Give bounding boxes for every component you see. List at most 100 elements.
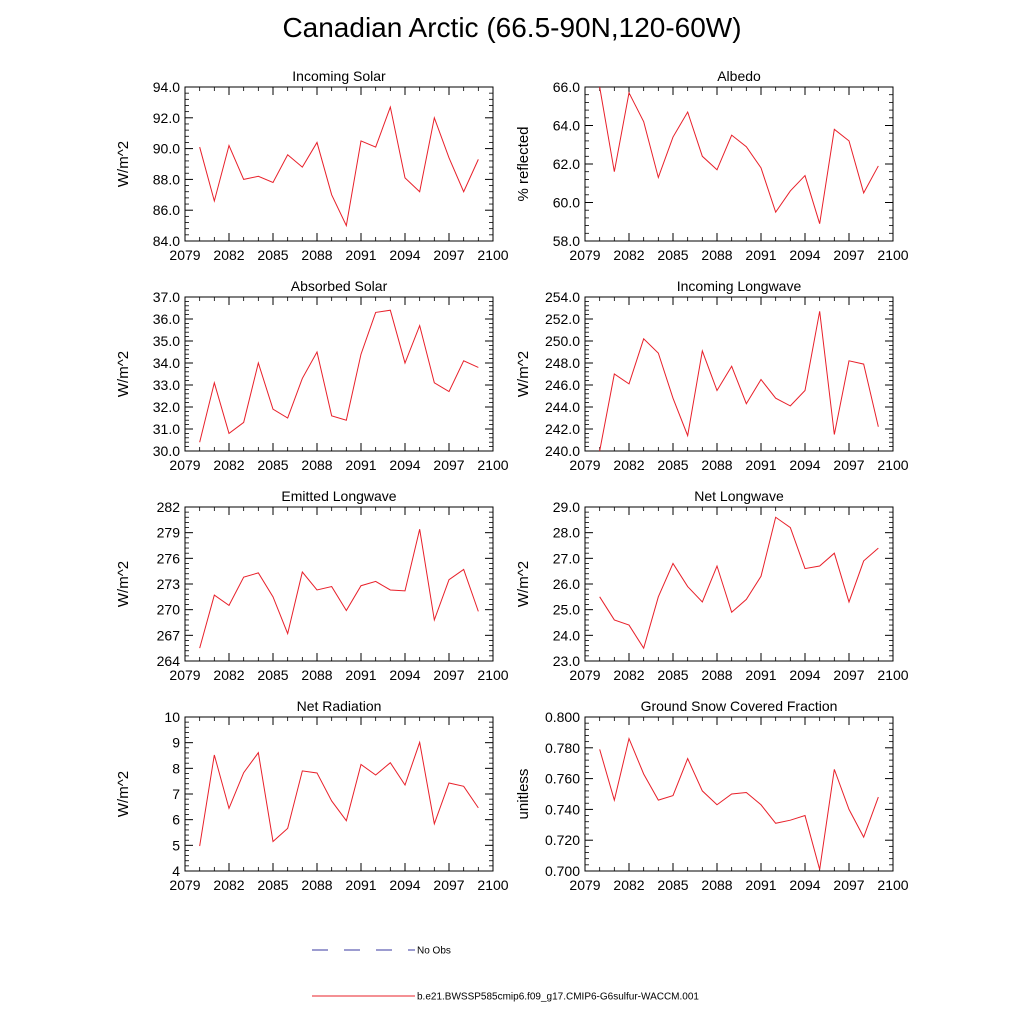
legend: No Obs b.e21.BWSSP585cmip6.f09_g17.CMIP6… — [312, 946, 699, 1003]
y-tick-label: 62.0 — [553, 156, 580, 172]
x-tick-label: 2094 — [389, 457, 420, 473]
x-tick-label: 2094 — [389, 667, 420, 683]
y-axis-label: W/m^2 — [115, 351, 132, 397]
y-tick-label: 250.0 — [545, 333, 580, 349]
x-tick-label: 2094 — [389, 877, 420, 893]
y-tick-label: 58.0 — [553, 233, 580, 249]
y-tick-label: 26.0 — [553, 576, 580, 592]
x-tick-label: 2079 — [569, 457, 600, 473]
x-tick-label: 2082 — [613, 247, 644, 263]
x-tick-label: 2091 — [345, 457, 376, 473]
x-tick-label: 2085 — [257, 457, 288, 473]
y-tick-label: 0.740 — [545, 801, 580, 817]
y-tick-label: 90.0 — [153, 141, 180, 157]
x-tick-label: 2088 — [701, 877, 732, 893]
x-tick-label: 2082 — [213, 667, 244, 683]
x-tick-label: 2082 — [213, 457, 244, 473]
x-tick-label: 2100 — [477, 667, 508, 683]
y-tick-label: 64.0 — [553, 118, 580, 134]
plot-frame — [184, 506, 494, 662]
x-tick-label: 2091 — [345, 877, 376, 893]
y-axis-label: W/m^2 — [515, 351, 532, 397]
x-tick-label: 2085 — [657, 667, 688, 683]
x-tick-label: 2100 — [477, 457, 508, 473]
y-tick-label: 92.0 — [153, 110, 180, 126]
y-tick-label: 29.0 — [553, 499, 580, 515]
x-tick-label: 2097 — [433, 457, 464, 473]
y-tick-label: 242.0 — [545, 421, 580, 437]
y-tick-label: 0.720 — [545, 832, 580, 848]
x-tick-label: 2079 — [569, 877, 600, 893]
plot-frame — [184, 296, 494, 452]
x-tick-label: 2100 — [877, 457, 908, 473]
y-tick-label: 252.0 — [545, 311, 580, 327]
x-tick-label: 2088 — [301, 247, 332, 263]
y-tick-label: 0.700 — [545, 863, 580, 879]
x-tick-label: 2097 — [433, 877, 464, 893]
x-tick-label: 2100 — [477, 247, 508, 263]
x-tick-label: 2100 — [877, 667, 908, 683]
x-tick-label: 2088 — [301, 877, 332, 893]
series-line — [599, 311, 879, 452]
x-tick-label: 2079 — [569, 667, 600, 683]
y-tick-label: 34.0 — [153, 355, 180, 371]
legend-model-label: b.e21.BWSSP585cmip6.f09_g17.CMIP6-G6sulf… — [417, 992, 699, 1003]
x-tick-label: 2088 — [301, 667, 332, 683]
y-tick-label: 84.0 — [153, 233, 180, 249]
y-tick-label: 267 — [157, 627, 181, 643]
plot-frame — [584, 86, 894, 242]
x-tick-label: 2097 — [833, 247, 864, 263]
x-tick-label: 2082 — [613, 877, 644, 893]
y-tick-label: 37.0 — [153, 289, 180, 305]
y-tick-label: 240.0 — [545, 443, 580, 459]
plot-frame — [584, 506, 894, 662]
y-tick-label: 5 — [172, 837, 180, 853]
y-tick-label: 0.780 — [545, 740, 580, 756]
x-tick-label: 2085 — [257, 247, 288, 263]
x-tick-label: 2097 — [433, 247, 464, 263]
x-tick-label: 2097 — [833, 457, 864, 473]
y-tick-label: 273 — [157, 576, 181, 592]
plot-frame — [184, 86, 494, 242]
panel-3: Absorbed Solar W/m^2 2079 2082 2085 2088 2091 2… — [115, 278, 509, 473]
x-tick-label: 2097 — [833, 877, 864, 893]
x-tick-label: 2079 — [569, 247, 600, 263]
panel-5: Emitted Longwave W/m^2 2079 2082 2085 2088 209… — [115, 488, 509, 683]
y-tick-label: 88.0 — [153, 171, 180, 187]
y-tick-label: 0.800 — [545, 709, 580, 725]
legend-obs-label: No Obs — [417, 946, 451, 957]
x-tick-label: 2100 — [877, 877, 908, 893]
series-line — [199, 740, 479, 847]
y-tick-label: 60.0 — [553, 195, 580, 211]
y-tick-label: 31.0 — [153, 421, 180, 437]
x-tick-label: 2085 — [657, 247, 688, 263]
x-tick-label: 2094 — [789, 457, 820, 473]
y-axis-label: W/m^2 — [115, 561, 132, 607]
panel-title: Net Longwave — [694, 488, 784, 504]
y-tick-label: 30.0 — [153, 443, 180, 459]
x-tick-label: 2088 — [701, 247, 732, 263]
y-tick-label: 270 — [157, 602, 181, 618]
x-tick-label: 2079 — [169, 457, 200, 473]
x-tick-label: 2085 — [257, 667, 288, 683]
y-tick-label: 33.0 — [153, 377, 180, 393]
y-tick-label: 248.0 — [545, 355, 580, 371]
y-axis-label: % reflected — [515, 126, 532, 201]
y-tick-label: 7 — [172, 786, 180, 802]
y-tick-label: 254.0 — [545, 289, 580, 305]
panel-2: Albedo % reflected 2079 2082 2085 2088 2091 209… — [515, 68, 909, 263]
x-tick-label: 2091 — [745, 877, 776, 893]
y-tick-label: 25.0 — [553, 602, 580, 618]
x-tick-label: 2085 — [657, 457, 688, 473]
y-tick-label: 86.0 — [153, 202, 180, 218]
y-tick-label: 244.0 — [545, 399, 580, 415]
y-axis-label: W/m^2 — [115, 141, 132, 187]
panel-title: Incoming Longwave — [677, 278, 802, 294]
panel-title: Ground Snow Covered Fraction — [641, 698, 838, 714]
panel-6: Net Longwave W/m^2 2079 2082 2085 2088 2091 209… — [515, 488, 909, 683]
y-tick-label: 10 — [164, 709, 180, 725]
x-tick-label: 2097 — [833, 667, 864, 683]
series-line — [599, 736, 879, 870]
series-line — [599, 86, 879, 224]
panel-title: Net Radiation — [297, 698, 382, 714]
